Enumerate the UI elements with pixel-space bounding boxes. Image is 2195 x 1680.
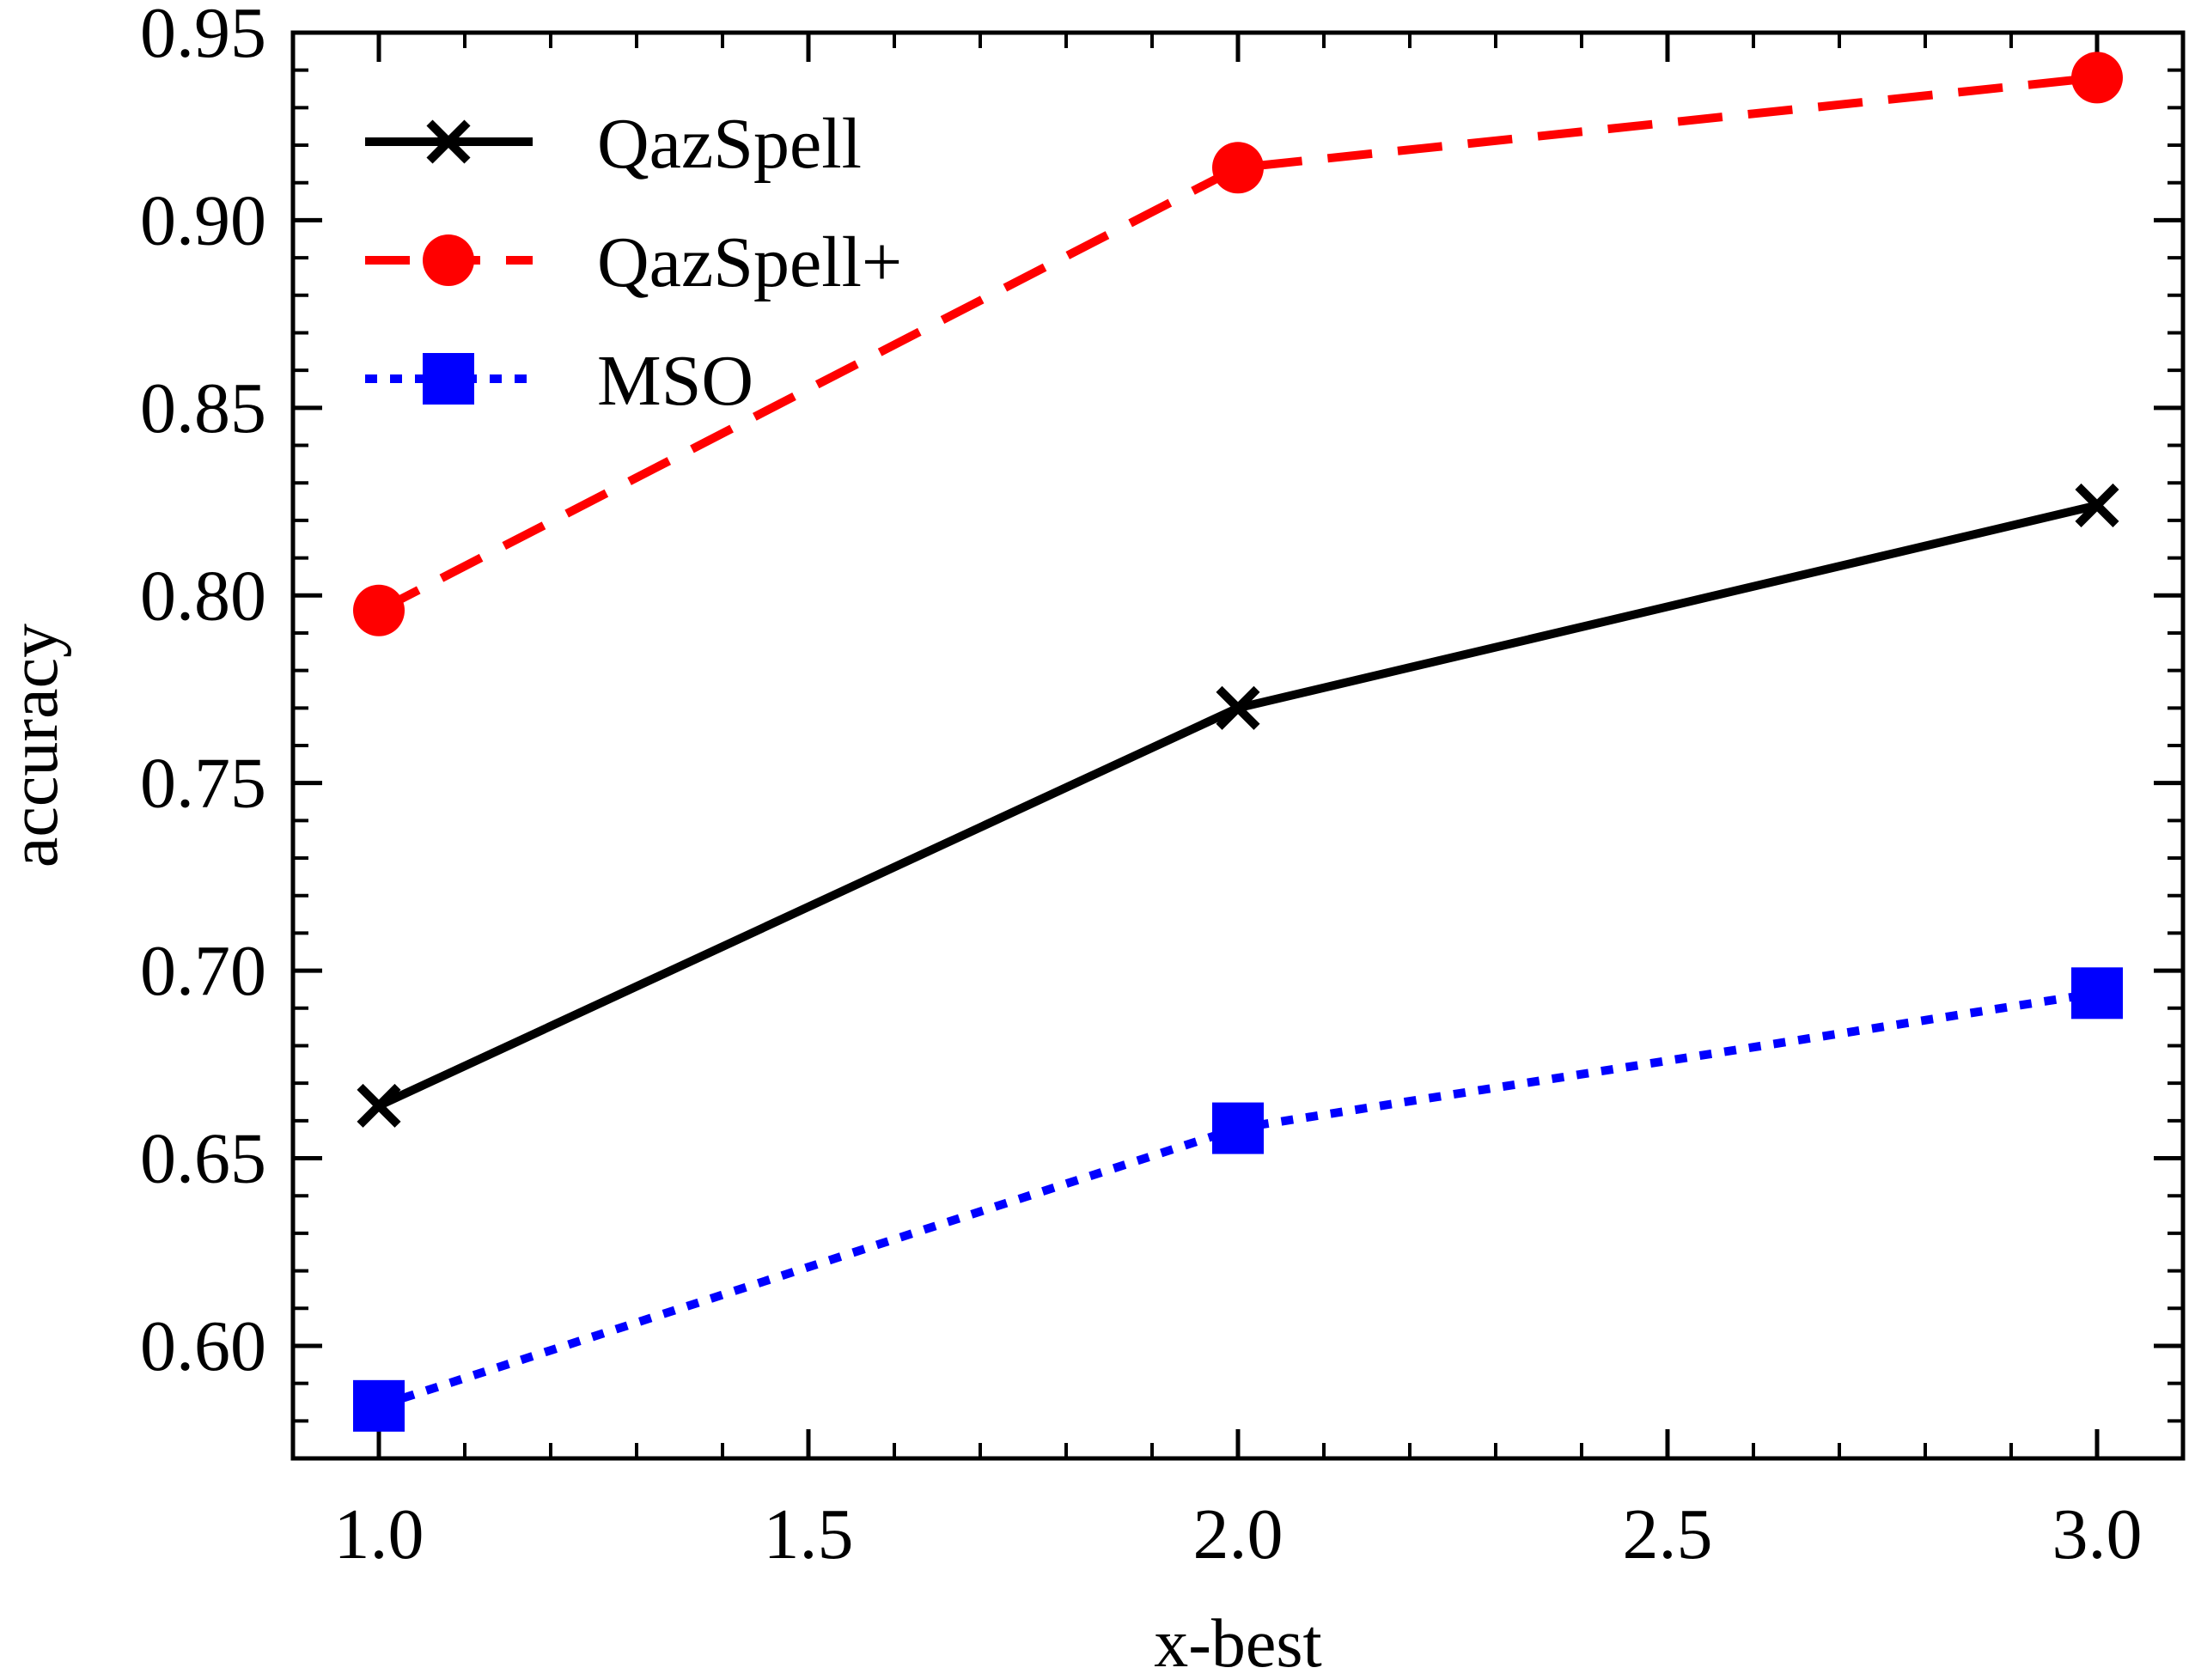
series-line-qazspell-plus [376, 73, 2098, 615]
x-tick-label: 2.0 [1193, 1494, 1283, 1574]
data-point-mso [353, 1379, 405, 1432]
y-tick-label: 0.80 [140, 556, 266, 636]
x-tick-label: 3.0 [2052, 1494, 2143, 1574]
marker-x-stroke [426, 119, 471, 164]
legend-marker-mso [423, 353, 474, 405]
legend-label-mso: MSO [597, 341, 753, 421]
major-ticks [293, 30, 2183, 1458]
legend-marker-qazspell-plus [423, 234, 474, 286]
data-point-mso [1212, 1102, 1264, 1154]
data-point-qazspell [357, 1083, 401, 1128]
data-point-qazspell-plus [353, 584, 405, 636]
y-tick-label: 0.85 [140, 368, 266, 448]
data-point-qazspell [1216, 685, 1260, 730]
marker-x-stroke [1216, 685, 1260, 730]
legend-label-qazspell-plus: QazSpell+ [597, 222, 902, 302]
y-tick-label: 0.70 [140, 931, 266, 1011]
data-point-qazspell-plus [1212, 142, 1264, 194]
legend: QazSpell QazSpell+ MSO [365, 104, 902, 421]
y-tick-label: 0.65 [140, 1119, 266, 1199]
legend-entry-mso: MSO [365, 341, 753, 421]
legend-entry-qazspell: QazSpell [365, 104, 862, 184]
x-axis-label: x-best [1154, 1606, 1322, 1680]
legend-label-qazspell: QazSpell [597, 104, 862, 184]
y-tick-label: 0.60 [140, 1306, 266, 1386]
marker-x-stroke [357, 1083, 401, 1128]
data-point-qazspell [2075, 483, 2119, 527]
x-tick-label: 1.0 [334, 1494, 424, 1574]
y-tick-labels: 0.60 0.65 0.70 0.75 0.80 0.85 0.90 0.95 [140, 0, 266, 1386]
legend-marker-qazspell [426, 119, 471, 164]
series-qazspell [357, 483, 2119, 1128]
series-mso [353, 967, 2123, 1432]
y-tick-label: 0.95 [140, 0, 266, 73]
y-axis-label: accuracy [0, 624, 72, 867]
series-layer [353, 52, 2123, 1432]
series-qazspell-plus [353, 52, 2123, 636]
x-tick-label: 1.5 [764, 1494, 854, 1574]
plot-frame [290, 30, 2186, 1461]
x-tick-labels: 1.0 1.5 2.0 2.5 3.0 [334, 1494, 2143, 1574]
marker-x-stroke [2075, 483, 2119, 527]
legend-entry-qazspell-plus: QazSpell+ [365, 222, 902, 302]
y-tick-label: 0.90 [140, 180, 266, 260]
data-point-qazspell-plus [2071, 52, 2123, 104]
data-point-mso [2071, 967, 2123, 1020]
x-tick-label: 2.5 [1623, 1494, 1713, 1574]
y-tick-label: 0.75 [140, 744, 266, 824]
minor-ticks [293, 33, 2183, 1458]
plot-area [293, 33, 2183, 1458]
